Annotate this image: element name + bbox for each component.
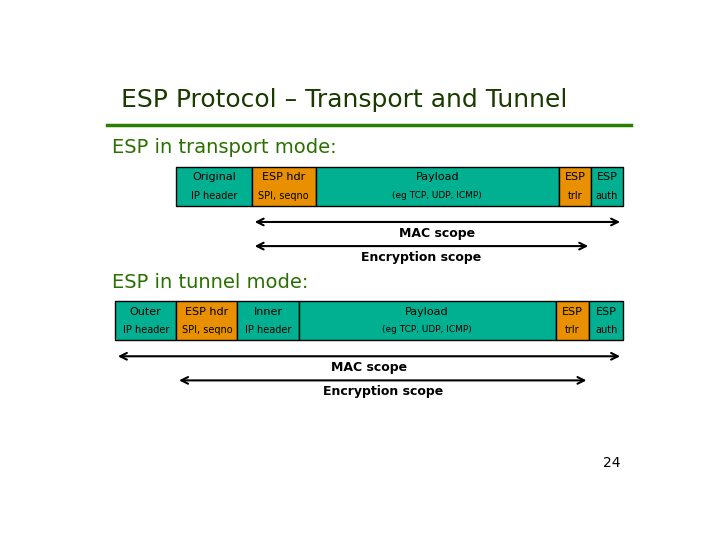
Text: Inner: Inner bbox=[253, 307, 282, 316]
Bar bbox=[299, 301, 556, 341]
Bar bbox=[252, 167, 315, 206]
Text: ESP hdr: ESP hdr bbox=[185, 307, 228, 316]
Text: auth: auth bbox=[595, 325, 617, 335]
Text: SPI, seqno: SPI, seqno bbox=[181, 325, 232, 335]
Text: Payload: Payload bbox=[405, 307, 449, 316]
Bar bbox=[556, 301, 589, 341]
Text: ESP in tunnel mode:: ESP in tunnel mode: bbox=[112, 273, 309, 292]
Text: Outer: Outer bbox=[130, 307, 161, 316]
Text: MAC scope: MAC scope bbox=[331, 361, 407, 374]
Text: ESP: ESP bbox=[596, 172, 617, 183]
Text: ESP: ESP bbox=[562, 307, 583, 316]
Text: (eg TCP, UDP, ICMP): (eg TCP, UDP, ICMP) bbox=[392, 191, 482, 200]
Text: IP header: IP header bbox=[122, 325, 169, 335]
Text: IP header: IP header bbox=[245, 325, 292, 335]
Bar bbox=[315, 167, 559, 206]
Text: auth: auth bbox=[595, 191, 618, 200]
Bar bbox=[238, 301, 299, 341]
Text: ESP: ESP bbox=[595, 307, 616, 316]
Bar bbox=[591, 167, 623, 206]
Text: Encryption scope: Encryption scope bbox=[323, 386, 443, 399]
Text: ESP in transport mode:: ESP in transport mode: bbox=[112, 138, 337, 157]
Text: SPI, seqno: SPI, seqno bbox=[258, 191, 309, 200]
Text: trlr: trlr bbox=[568, 191, 582, 200]
Text: 24: 24 bbox=[603, 456, 620, 470]
Text: (eg TCP, UDP, ICMP): (eg TCP, UDP, ICMP) bbox=[382, 326, 472, 334]
Bar bbox=[589, 301, 623, 341]
Bar bbox=[176, 301, 238, 341]
Bar bbox=[176, 167, 252, 206]
Text: Payload: Payload bbox=[415, 172, 459, 183]
Bar bbox=[559, 167, 591, 206]
Text: IP header: IP header bbox=[191, 191, 238, 200]
Bar bbox=[115, 301, 176, 341]
Text: ESP hdr: ESP hdr bbox=[262, 172, 305, 183]
Text: MAC scope: MAC scope bbox=[400, 227, 475, 240]
Text: Original: Original bbox=[192, 172, 236, 183]
Text: Encryption scope: Encryption scope bbox=[361, 251, 482, 264]
Text: trlr: trlr bbox=[565, 325, 580, 335]
Text: ESP: ESP bbox=[564, 172, 585, 183]
Text: ESP Protocol – Transport and Tunnel: ESP Protocol – Transport and Tunnel bbox=[121, 87, 567, 112]
